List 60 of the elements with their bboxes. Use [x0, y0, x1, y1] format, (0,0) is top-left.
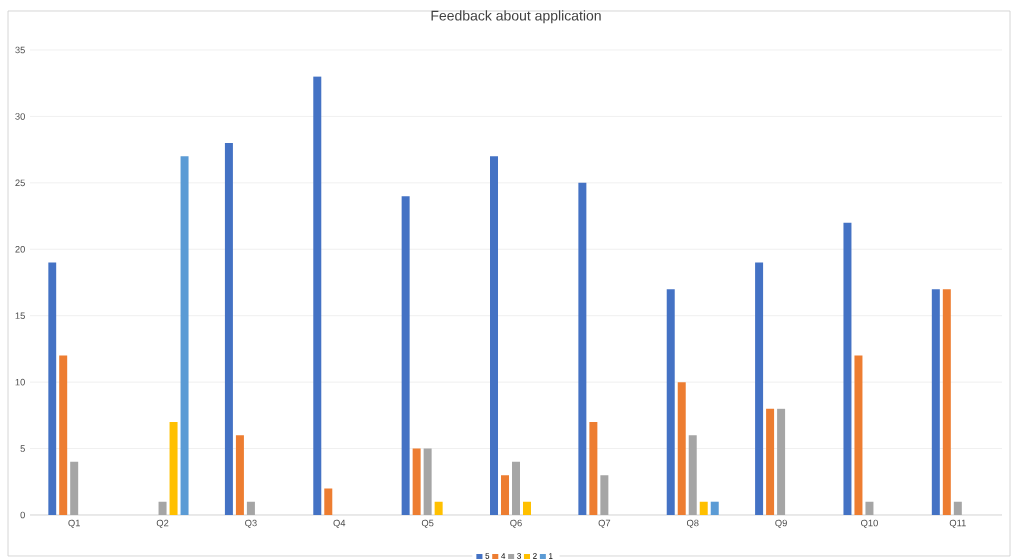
y-tick-label: 10 [15, 378, 25, 386]
bar [224, 143, 233, 515]
y-tick-label: 0 [20, 511, 25, 519]
y-tick-label: 15 [15, 312, 25, 319]
x-tick-label: Q3 [245, 519, 257, 528]
bar [401, 196, 410, 515]
x-tick-label: Q11 [949, 519, 966, 528]
bar [423, 448, 432, 515]
bar [235, 435, 244, 515]
bar [59, 355, 68, 515]
bar [246, 501, 255, 515]
x-tick-label: Q2 [156, 519, 169, 528]
bar [600, 475, 609, 515]
legend-label: 4 [501, 553, 506, 559]
bar [313, 76, 322, 515]
bar [578, 182, 587, 515]
bar [953, 501, 962, 515]
x-tick-label: Q4 [333, 519, 346, 528]
x-tick-label: Q7 [598, 519, 611, 528]
x-tick-label: Q9 [775, 519, 787, 528]
y-tick-label: 30 [15, 113, 25, 120]
bar [412, 448, 421, 515]
bar [666, 289, 675, 515]
legend-label: 2 [533, 553, 537, 559]
y-tick-label: 5 [20, 445, 25, 452]
bar [324, 488, 333, 515]
chart-title: Feedback about application [431, 10, 601, 24]
y-tick-label: 35 [15, 46, 25, 54]
legend-label: 1 [549, 553, 553, 559]
bar [501, 475, 510, 515]
bar [434, 501, 443, 515]
bar [854, 355, 863, 515]
bar [180, 156, 189, 515]
bar [710, 501, 719, 515]
bar [942, 289, 951, 515]
bar [865, 501, 874, 515]
bar [688, 435, 697, 515]
legend-label: 3 [517, 553, 521, 559]
bar [931, 289, 940, 515]
x-tick-label: Q1 [68, 519, 80, 528]
bar [755, 262, 764, 515]
bar [766, 408, 775, 515]
bar [677, 382, 686, 515]
y-tick-label: 20 [15, 245, 25, 253]
bar [512, 461, 521, 515]
bar [843, 222, 852, 515]
bar [699, 501, 708, 515]
x-tick-label: Q10 [861, 519, 878, 528]
x-tick-label: Q5 [421, 519, 434, 528]
y-tick-label: 25 [15, 179, 25, 187]
x-tick-label: Q8 [686, 519, 699, 528]
legend-label: 5 [485, 553, 490, 559]
x-tick-label: Q6 [510, 519, 522, 528]
bar [70, 461, 79, 515]
bar [169, 421, 178, 515]
bar [490, 156, 499, 515]
bar [158, 501, 167, 515]
bar [589, 421, 598, 515]
bar [523, 501, 531, 515]
bar [777, 408, 786, 515]
